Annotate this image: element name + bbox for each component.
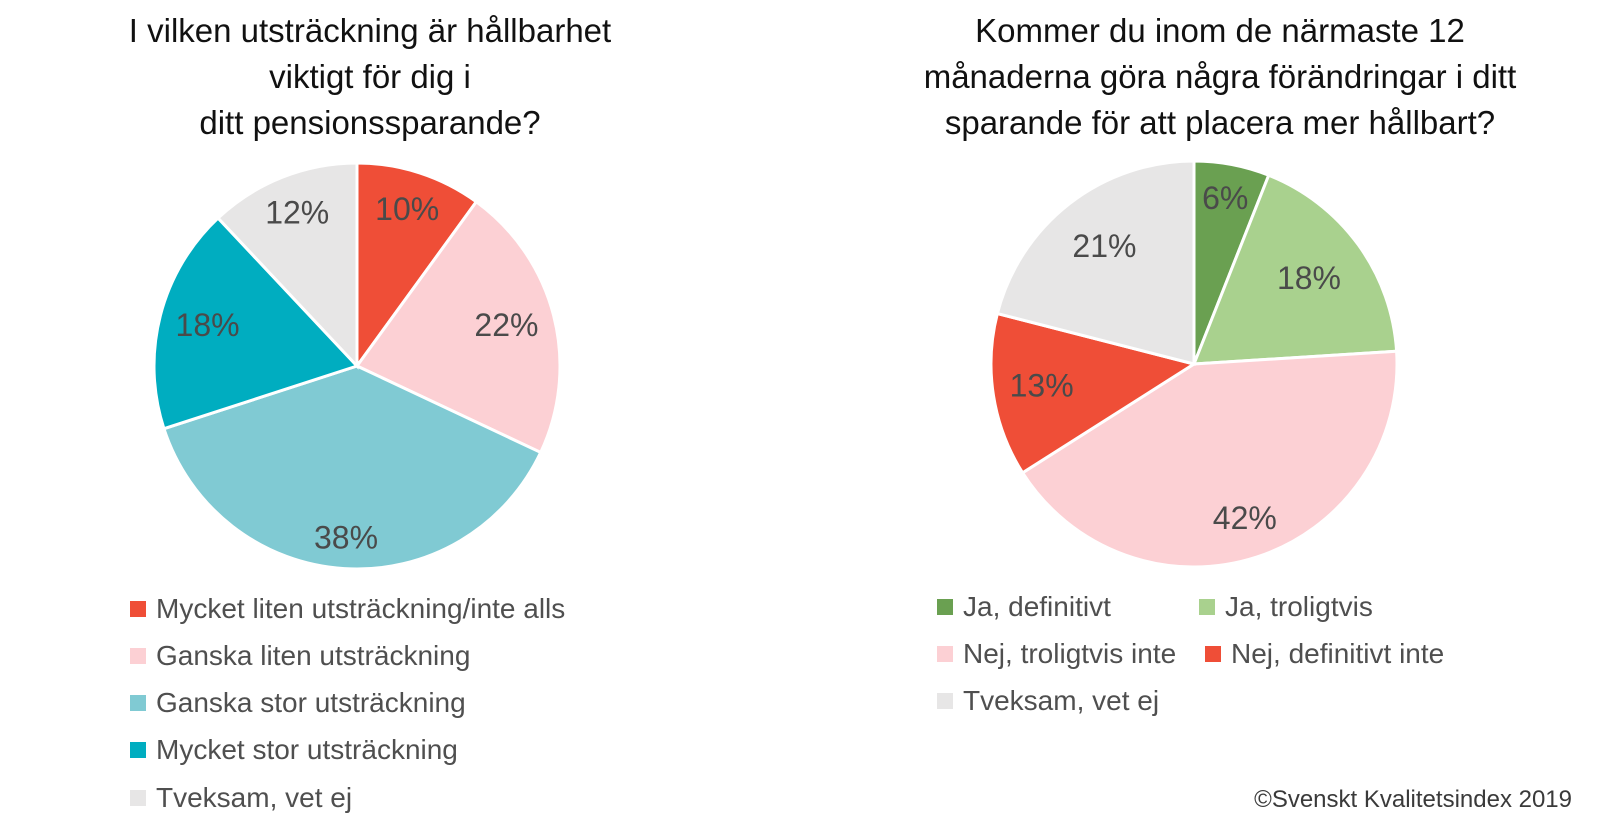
right-legend-item-2: Ja, troligtvis <box>1199 590 1373 624</box>
left-pie-data-label-2: 22% <box>474 307 538 343</box>
legend-right: Ja, definitivt Ja, troligtvis Nej, troligt… <box>937 590 1497 730</box>
right-legend-swatch-4 <box>1205 646 1221 662</box>
chart-title-right-line-1: Kommer du inom de närmaste 12 <box>975 12 1465 49</box>
right-legend-label-4: Nej, definitivt inte <box>1231 638 1445 669</box>
left-legend-swatch-4 <box>130 742 146 758</box>
right-pie-slice-3 <box>1020 349 1399 569</box>
right-pie-data-label-5: 21% <box>1072 228 1136 264</box>
right-pie-data-label-3: 42% <box>1213 500 1277 536</box>
left-pie-slice-5 <box>215 161 359 370</box>
chart-title-left: I vilken utsträckning är hållbarhet vikt… <box>60 8 680 146</box>
left-legend-swatch-3 <box>130 695 146 711</box>
left-pie-slice-3 <box>162 364 543 571</box>
right-legend-item-1: Ja, definitivt <box>937 590 1111 624</box>
left-legend-item-4: Mycket stor utsträckning <box>130 733 458 767</box>
right-legend-label-3: Nej, troligtvis inte <box>963 638 1177 669</box>
chart-title-left-line-1: I vilken utsträckning är hållbarhet <box>128 12 612 49</box>
left-legend-label-1: Mycket liten utsträckning/inte alls <box>156 593 566 624</box>
left-legend-label-2: Ganska liten utsträckning <box>156 640 471 671</box>
left-legend-swatch-2 <box>130 648 146 664</box>
left-pie-slice-1 <box>355 161 479 371</box>
chart-title-left-line-3: ditt pensionssparande? <box>199 104 541 141</box>
chart-title-right: Kommer du inom de närmaste 12 månaderna … <box>880 8 1560 146</box>
right-pie-slice-4 <box>989 311 1198 475</box>
right-pie-data-label-4: 13% <box>1010 368 1074 404</box>
left-legend-label-4: Mycket stor utsträckning <box>156 734 458 765</box>
copyright-notice: ©Svenskt Kvalitetsindex 2019 <box>1254 786 1572 813</box>
right-legend-item-5: Tveksam, vet ej <box>937 684 1159 718</box>
left-legend-swatch-1 <box>130 601 146 617</box>
left-legend-label-5: Tveksam, vet ej <box>156 782 353 813</box>
chart-title-left-line-2: viktigt för dig i <box>269 58 471 95</box>
right-legend-swatch-5 <box>937 693 953 709</box>
chart-title-right-line-2: månaderna göra några förändringar i ditt <box>923 58 1517 95</box>
right-pie-data-label-1: 6% <box>1202 180 1248 216</box>
right-legend-swatch-2 <box>1199 599 1215 615</box>
left-legend-label-3: Ganska stor utsträckning <box>156 687 466 718</box>
left-pie-data-label-3: 38% <box>314 520 378 556</box>
right-pie-data-label-2: 18% <box>1277 260 1341 296</box>
legend-left: Mycket liten utsträckning/inte alls Gansk… <box>130 592 650 832</box>
right-legend-label-2: Ja, troligtvis <box>1225 591 1373 622</box>
right-legend-label-5: Tveksam, vet ej <box>963 685 1160 716</box>
right-legend-swatch-1 <box>937 599 953 615</box>
right-legend-label-1: Ja, definitivt <box>963 591 1111 622</box>
left-pie-data-label-5: 12% <box>265 194 329 230</box>
left-legend-swatch-5 <box>130 790 146 806</box>
left-legend-item-2: Ganska liten utsträckning <box>130 639 470 673</box>
left-legend-item-5: Tveksam, vet ej <box>130 781 352 815</box>
right-pie-slice-2 <box>1191 173 1399 366</box>
left-pie-data-label-1: 10% <box>375 191 439 227</box>
right-pie-slice-5 <box>995 159 1196 366</box>
right-legend-item-4: Nej, definitivt inte <box>1205 637 1444 671</box>
left-pie-data-label-4: 18% <box>176 307 240 343</box>
left-legend-item-3: Ganska stor utsträckning <box>130 686 466 720</box>
right-legend-swatch-3 <box>937 646 953 662</box>
right-legend-item-3: Nej, troligtvis inte <box>937 637 1176 671</box>
left-pie-slice-4 <box>152 215 360 431</box>
left-legend-item-1: Mycket liten utsträckning/inte alls <box>130 592 565 626</box>
chart-title-right-line-3: sparande för att placera mer hållbart? <box>944 104 1496 141</box>
